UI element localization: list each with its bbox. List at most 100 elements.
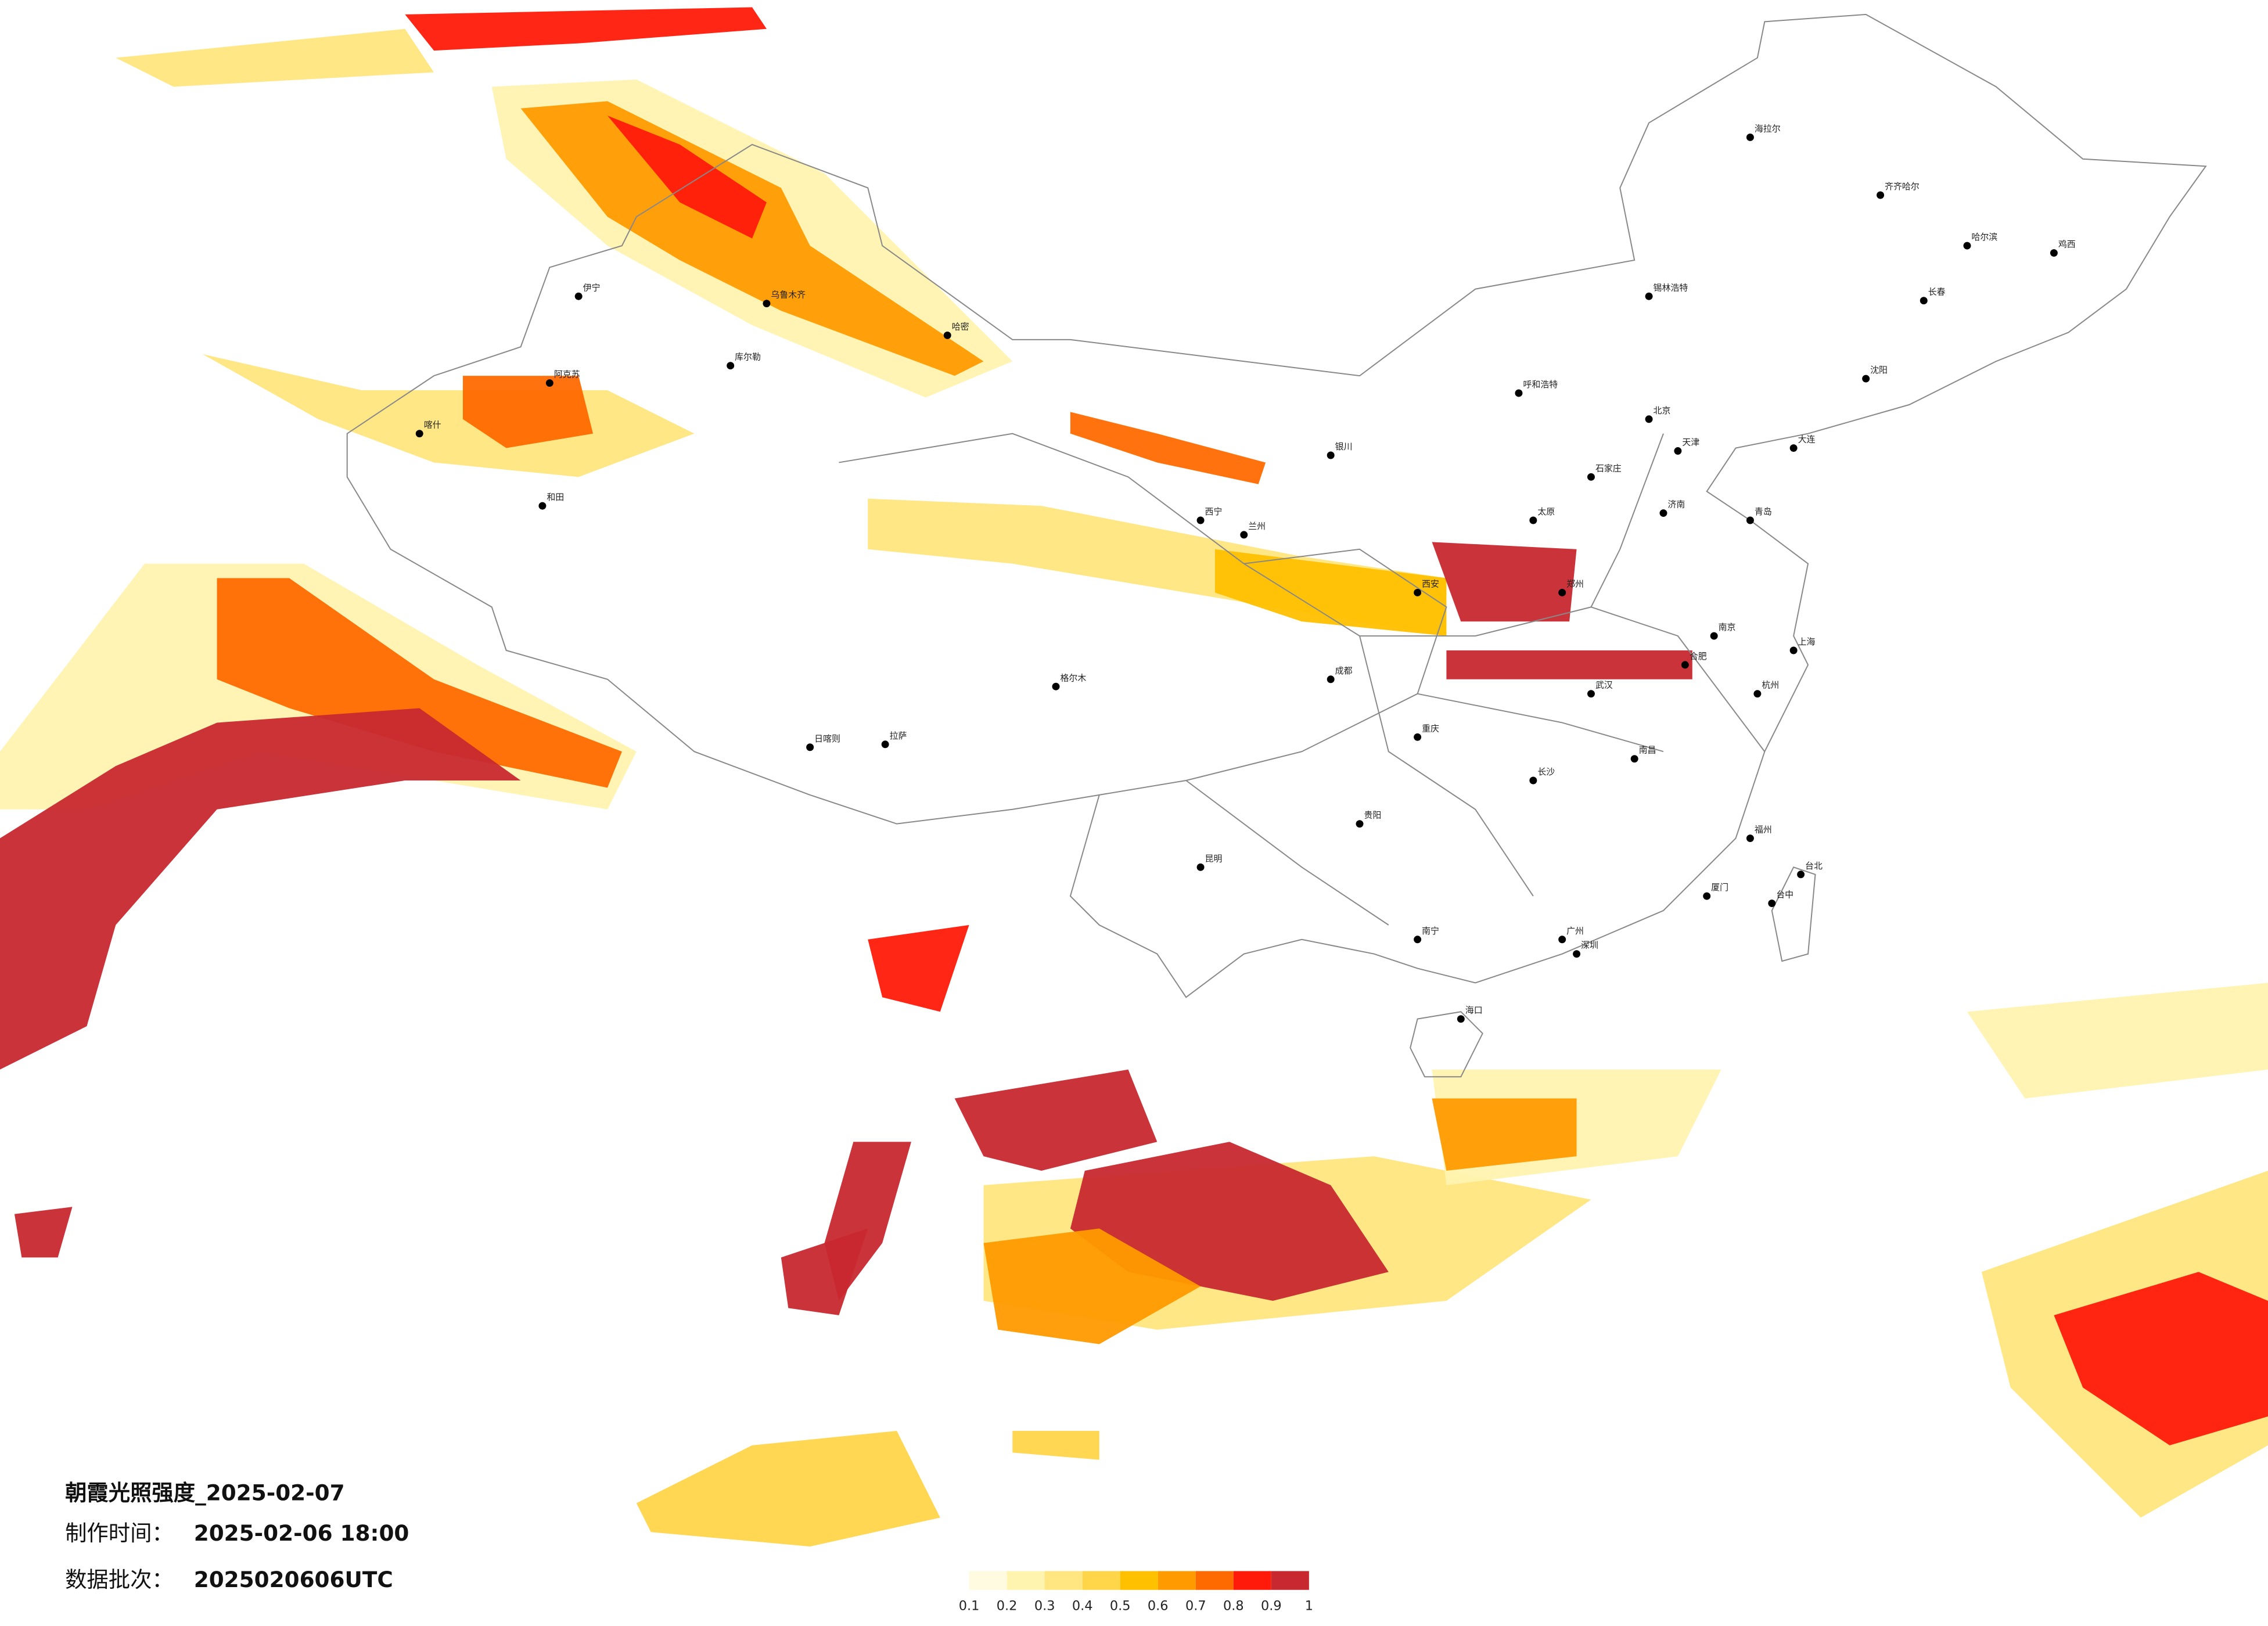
city-dot [574, 292, 583, 300]
city-label: 拉萨 [890, 731, 907, 741]
city-label: 成都 [1335, 665, 1353, 676]
colorbar-tick-label: 0.3 [1034, 1599, 1055, 1614]
city-dot [1052, 682, 1060, 690]
city-dot [1746, 834, 1754, 843]
city-label: 银川 [1335, 441, 1353, 452]
colorbar-tick-label: 0.4 [1072, 1599, 1093, 1614]
colorbar-swatch [1158, 1571, 1196, 1590]
colorbar-tick-label: 0.1 [959, 1599, 980, 1614]
city-label: 沈阳 [1870, 365, 1888, 375]
colorbar-swatch [969, 1571, 1007, 1590]
colorbar: 0.1 0.2 0.3 0.4 0.5 0.6 0.7 0.8 0.9 1 [959, 1571, 1313, 1614]
city-label: 乌鲁木齐 [771, 290, 806, 300]
colorbar-tick-label: 0.9 [1261, 1599, 1282, 1614]
intensity-patch [954, 1069, 1158, 1171]
batch-value: 2025020606UTC [194, 1567, 393, 1592]
intensity-field [0, 7, 2268, 1547]
city-label: 台中 [1776, 890, 1793, 900]
city-dot [1587, 473, 1595, 481]
city-dot [1414, 936, 1422, 944]
intensity-patch [1070, 412, 1266, 484]
colorbar-swatch [1120, 1571, 1158, 1590]
city-dot [1515, 389, 1523, 397]
city-dot [538, 502, 547, 510]
intensity-patch [1012, 1431, 1099, 1460]
city-label: 鸡西 [2058, 239, 2076, 250]
city-label: 长沙 [1537, 767, 1555, 777]
city-dot [1327, 675, 1335, 684]
city-label: 南昌 [1639, 745, 1656, 756]
city-dot [1920, 297, 1928, 305]
colorbar-swatch [1271, 1571, 1309, 1590]
intensity-patch [217, 578, 622, 788]
city-label: 太原 [1537, 506, 1555, 517]
city-label: 合肥 [1690, 651, 1707, 661]
city-dot [1414, 588, 1422, 596]
colorbar-swatch [1082, 1571, 1120, 1590]
city-dot [1753, 690, 1762, 698]
city-label: 大连 [1798, 434, 1816, 445]
intensity-patch [1446, 650, 1692, 679]
hainan [1410, 1011, 1483, 1078]
city-label: 南京 [1719, 622, 1736, 632]
city-dot [1414, 733, 1422, 741]
city-dot [545, 379, 553, 387]
intensity-patch [405, 7, 767, 51]
city-label: 伊宁 [583, 282, 601, 293]
city-label: 杭州 [1762, 680, 1779, 690]
colorbar-tick-label: 0.5 [1110, 1599, 1131, 1614]
city-label: 日喀则 [814, 733, 840, 744]
city-label: 西宁 [1205, 506, 1223, 517]
city-label: 呼和浩特 [1523, 379, 1558, 390]
city-label: 哈尔滨 [1971, 232, 1997, 242]
intensity-patch [983, 1228, 1201, 1344]
city-label: 库尔勒 [735, 352, 761, 362]
china-outline [346, 13, 2207, 1078]
city-label: 海拉尔 [1755, 123, 1781, 134]
intensity-patch [0, 708, 521, 1070]
city-label: 郑州 [1566, 578, 1584, 589]
city-dot [1789, 444, 1798, 452]
city-dot [727, 362, 735, 370]
city-dot [1681, 661, 1689, 669]
intensity-patch [462, 376, 594, 448]
city-dot [1558, 588, 1566, 596]
intensity-patch [636, 1431, 940, 1547]
city-label: 海口 [1465, 1005, 1483, 1016]
city-label: 济南 [1667, 499, 1685, 510]
city-dot [1789, 646, 1798, 654]
city-dot [1645, 292, 1653, 300]
city-label: 重庆 [1422, 723, 1439, 733]
city-dot [415, 430, 423, 438]
colorbar-tick-label: 1 [1305, 1599, 1313, 1614]
city-label: 兰州 [1248, 521, 1266, 531]
city-label: 福州 [1755, 825, 1772, 835]
city-dot [1703, 892, 1711, 900]
intensity-patch [202, 354, 695, 477]
city-dot [1746, 516, 1754, 524]
intensity-patch [1967, 983, 2268, 1099]
colorbar-tick-label: 0.8 [1223, 1599, 1244, 1614]
city-dot [1674, 447, 1682, 455]
city-label: 哈密 [952, 321, 969, 332]
city-dot [1196, 863, 1205, 871]
city-dot [1710, 632, 1718, 640]
intensity-patch [1432, 1098, 1577, 1171]
colorbar-swatch [1195, 1571, 1234, 1590]
city-label: 天津 [1682, 437, 1699, 448]
city-dot [1240, 531, 1248, 539]
city-dot [1529, 776, 1537, 785]
city-label: 和田 [547, 492, 564, 502]
city-dot [1862, 375, 1870, 383]
city-label: 北京 [1654, 405, 1671, 416]
city-dot [1327, 451, 1335, 459]
city-dot [1558, 936, 1566, 944]
colorbar-swatch [1007, 1571, 1045, 1590]
city-dot [1573, 950, 1581, 958]
city-dot [1746, 133, 1754, 141]
city-dot [1457, 1015, 1465, 1023]
colorbar-tick-label: 0.7 [1185, 1599, 1206, 1614]
city-label: 贵阳 [1364, 810, 1381, 821]
